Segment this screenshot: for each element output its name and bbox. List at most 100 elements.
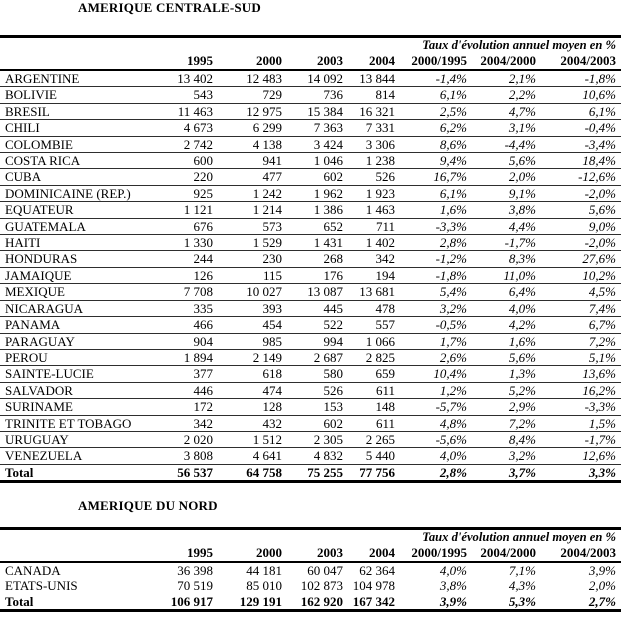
country-name: SURINAME <box>0 398 148 416</box>
total-value-cell: 3,3% <box>588 464 617 480</box>
value-cell: 176 <box>282 267 343 285</box>
table-row: JAMAIQUE 126 115 176 194 -1,8% 11,0% 10,2% <box>0 267 621 285</box>
value-cell: -1,8% <box>536 70 621 88</box>
value-cell: 5,6% <box>467 349 536 367</box>
value-cell: 1 238 <box>343 152 395 170</box>
total-value-cell: 162 920 <box>300 593 343 609</box>
column-header-2004: 2004 <box>343 545 395 563</box>
value-cell: 102 873 <box>300 578 343 594</box>
value-cell: 3,1% <box>467 119 536 137</box>
country-name: DOMINICAINE (REP.) <box>0 185 148 203</box>
value-cell: 543 <box>148 86 213 104</box>
table-row: HAITI 1 330 1 529 1 431 1 402 2,8% -1,7% -2,0% <box>0 234 621 252</box>
value-cell: 659 <box>343 365 395 383</box>
value-cell: 5,1% <box>536 349 621 367</box>
value-cell: 477 <box>213 168 282 186</box>
value-cell: 652 <box>282 218 343 236</box>
value-cell: 4,4% <box>467 218 536 236</box>
value-cell: 7,2% <box>536 333 621 350</box>
value-cell: 2 825 <box>343 349 395 367</box>
value-cell: 2,2% <box>467 86 536 104</box>
value-cell: 454 <box>213 316 282 334</box>
value-cell: 12,6% <box>536 447 621 465</box>
value-cell: 15 384 <box>282 103 343 121</box>
value-cell: 14 092 <box>282 70 343 88</box>
value-cell: 580 <box>282 365 343 383</box>
value-cell: 478 <box>343 300 395 318</box>
table-row: HONDURAS 244 230 268 342 -1,2% 8,3% 27,6% <box>0 250 621 268</box>
table-row: PARAGUAY 904 985 994 1 066 1,7% 1,6% 7,2% <box>0 333 621 350</box>
value-cell: 6,7% <box>536 316 621 334</box>
value-cell: 474 <box>213 382 282 400</box>
table-row: CANADA 36 398 44 181 60 047 62 364 4,0% 7,1% 3,… <box>0 562 621 578</box>
value-cell: 5,4% <box>395 283 467 301</box>
value-cell: -2,0% <box>536 185 621 203</box>
value-cell: 466 <box>148 316 213 334</box>
column-header-2000: 2000 <box>213 545 282 563</box>
value-cell: 6,2% <box>395 119 467 137</box>
value-cell: 6,4% <box>467 283 536 301</box>
value-cell: 10 027 <box>213 283 282 301</box>
value-cell: 1 431 <box>282 234 343 252</box>
table-row: SALVADOR 446 474 526 611 1,2% 5,2% 16,2% <box>0 382 621 400</box>
value-cell: 2,0% <box>588 578 617 594</box>
rate-group-header: Taux d'évolution annuel moyen en % <box>422 530 617 544</box>
value-cell: 602 <box>282 168 343 186</box>
country-name: ETATS-UNIS <box>5 578 78 594</box>
value-cell: 36 398 <box>177 563 213 578</box>
value-cell: 342 <box>148 415 213 432</box>
column-header-country <box>0 53 148 71</box>
value-cell: 573 <box>213 218 282 236</box>
total-value-cell: 3,9% <box>439 593 467 609</box>
value-cell: 904 <box>148 333 213 350</box>
value-cell: 7 331 <box>343 119 395 137</box>
north-america-rows: CANADA 36 398 44 181 60 047 62 364 4,0% 7,1% 3,… <box>0 562 621 611</box>
value-cell: 1 214 <box>213 201 282 219</box>
country-name: TRINITE ET TOBAGO <box>0 415 148 432</box>
value-cell: 3,8% <box>439 578 467 594</box>
rate-group-header-row: Taux d'évolution annuel moyen en % <box>0 529 621 546</box>
value-cell: 2,9% <box>467 398 536 416</box>
total-value-cell: 3,7% <box>508 464 536 480</box>
value-cell: 1 066 <box>343 333 395 350</box>
rate-group-header-row: Taux d'évolution annuel moyen en % <box>0 37 621 54</box>
value-cell: 3,2% <box>467 447 536 465</box>
value-cell: 4 673 <box>148 119 213 137</box>
value-cell: 11 463 <box>148 103 213 121</box>
column-header-2004: 2004 <box>343 53 395 71</box>
value-cell: -4,4% <box>467 136 536 154</box>
value-cell: 9,0% <box>536 218 621 236</box>
section-title-central-south-america: AMERIQUE CENTRALE-SUD <box>78 0 261 15</box>
country-name: SAINTE-LUCIE <box>0 365 148 383</box>
value-cell: 2 020 <box>148 431 213 449</box>
value-cell: 2,5% <box>395 103 467 121</box>
table-row: CHILI 4 673 6 299 7 363 7 331 6,2% 3,1% -0,4% <box>0 119 621 137</box>
value-cell: 230 <box>213 250 282 268</box>
value-cell: 618 <box>213 365 282 383</box>
value-cell: 7,1% <box>508 563 536 578</box>
value-cell: 9,4% <box>395 152 467 170</box>
value-cell: 1 923 <box>343 185 395 203</box>
central-south-america-table: Taux d'évolution annuel moyen en % 1995 … <box>0 35 621 484</box>
total-value-cell: 75 255 <box>307 464 343 480</box>
value-cell: -0,5% <box>395 316 467 334</box>
value-cell: 393 <box>213 300 282 318</box>
section-title-north-america: AMERIQUE DU NORD <box>78 498 218 513</box>
table-row: ARGENTINE 13 402 12 483 14 092 13 844 -1,4% 2,… <box>0 70 621 88</box>
value-cell: 16,7% <box>395 168 467 186</box>
value-cell: 1 242 <box>213 185 282 203</box>
value-cell: 7 363 <box>282 119 343 137</box>
value-cell: 148 <box>343 398 395 416</box>
value-cell: 9,1% <box>467 185 536 203</box>
total-row: Total 106 917 129 191 162 920 167 342 3,9% 5,3… <box>0 594 621 611</box>
column-header-2003: 2003 <box>282 53 343 71</box>
value-cell: -1,2% <box>395 250 467 268</box>
value-cell: 13 402 <box>148 70 213 88</box>
value-cell: 153 <box>282 398 343 416</box>
value-cell: 729 <box>213 86 282 104</box>
table-row: DOMINICAINE (REP.) 925 1 242 1 962 1 923 6,1%… <box>0 185 621 203</box>
value-cell: -12,6% <box>536 168 621 186</box>
value-cell: 1,7% <box>395 333 467 350</box>
total-value-cell: 77 756 <box>359 464 395 480</box>
value-cell: -5,7% <box>395 398 467 416</box>
